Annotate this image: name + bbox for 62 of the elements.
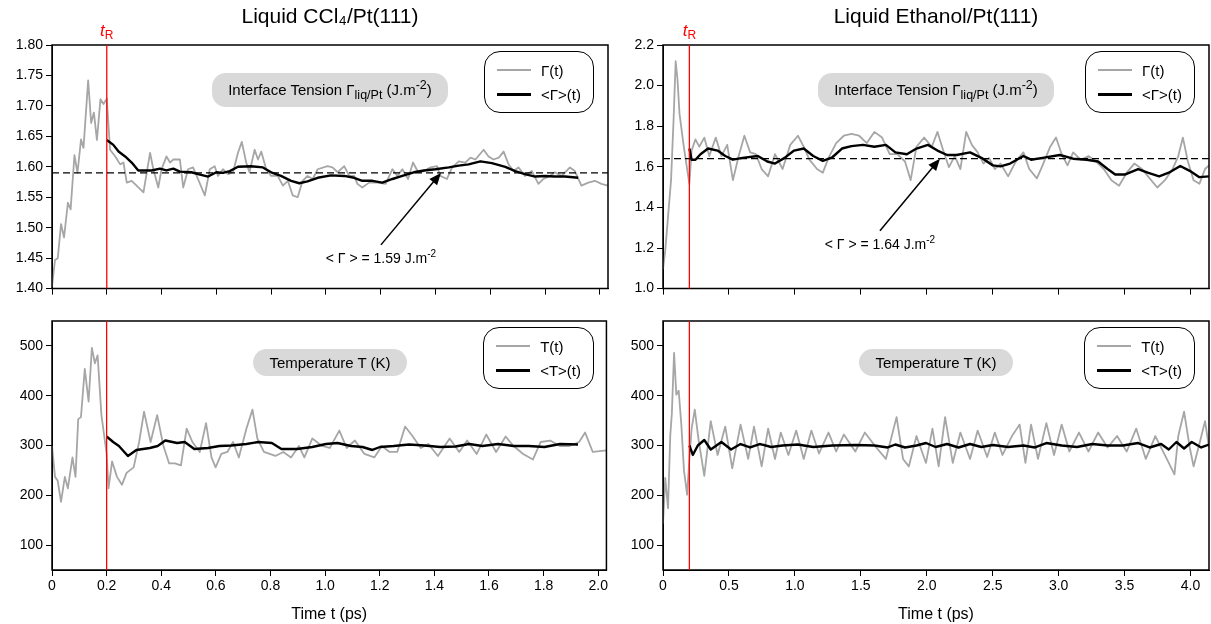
x-tick-label: 2.5 [982, 577, 1003, 594]
y-tick-label: 1.4 [634, 198, 655, 215]
x-tick-label: 2.0 [917, 577, 937, 594]
y-tick-label: 1.60 [15, 157, 44, 174]
y-tick-label: 100 [19, 535, 44, 552]
y-tick-label: 2.0 [634, 76, 655, 93]
y-tick-label: 1.65 [15, 127, 44, 144]
x-tick-label: 3.5 [1114, 577, 1135, 594]
x-tick-label: 2.0 [588, 577, 609, 594]
x-tick-label: 1.2 [370, 577, 390, 594]
y-tick-label: 300 [19, 436, 44, 453]
x-tick-label: 1.5 [851, 577, 871, 594]
y-axis-title: Temperature T (K) [253, 349, 407, 376]
y-axis-title: Temperature T (K) [859, 349, 1013, 376]
x-tick-label: 0.6 [206, 577, 226, 594]
x-tick-label: 0.8 [260, 577, 281, 594]
legend-label: <Γ>(t) [1142, 85, 1182, 103]
x-tick-label: 1.6 [479, 577, 499, 594]
legend-label: T(t) [540, 337, 564, 355]
x-tick-label: 0.4 [151, 577, 172, 594]
x-tick-label: 0 [48, 577, 57, 594]
y-tick-label: 1.0 [634, 279, 655, 296]
x-axis-title: Time t (ps) [898, 604, 974, 622]
x-tick-label: 0.5 [719, 577, 739, 594]
y-tick-label: 1.70 [15, 96, 44, 113]
y-tick-label: 400 [630, 386, 655, 403]
x-tick-label: 4.0 [1180, 577, 1201, 594]
x-tick-label: 1.0 [315, 577, 336, 594]
legend-label: Γ(t) [541, 61, 564, 79]
legend-label: <Γ>(t) [541, 85, 581, 103]
y-tick-label: 300 [630, 436, 655, 453]
y-tick-label: 1.40 [15, 279, 44, 296]
y-tick-label: 1.50 [15, 218, 44, 235]
x-tick-label: 1.0 [785, 577, 805, 594]
legend-label: <T>(t) [540, 361, 581, 379]
y-axis-title: Interface Tension Γ$_{liq/Pt}$ (J.m$^{-2}$) [212, 73, 448, 107]
y-tick-label: 1.2 [634, 238, 655, 255]
x-tick-label: 0 [659, 577, 668, 594]
y-tick-label: 500 [630, 336, 655, 353]
y-tick-label: 1.45 [15, 249, 44, 266]
y-tick-label: 500 [19, 336, 44, 353]
x-tick-label: 3.0 [1048, 577, 1069, 594]
x-tick-label: 0.2 [96, 577, 117, 594]
y-tick-label: 200 [19, 486, 44, 503]
y-tick-label: 2.2 [634, 35, 655, 52]
y-axis-title: Interface Tension Γ$_{liq/Pt}$ (J.m$^{-2}$) [818, 73, 1054, 107]
y-tick-label: 1.6 [634, 157, 655, 174]
legend-label: Γ(t) [1142, 61, 1165, 79]
legend-label: <T>(t) [1141, 361, 1182, 379]
y-tick-label: 400 [19, 386, 44, 403]
y-tick-label: 1.75 [15, 66, 44, 83]
x-tick-label: 1.4 [424, 577, 445, 594]
x-tick-label: 1.8 [533, 577, 554, 594]
y-tick-label: 1.8 [634, 117, 655, 134]
y-tick-label: 1.55 [15, 188, 44, 205]
chart-title: Liquid CCl₄/Pt(111) [241, 4, 419, 27]
y-tick-label: 1.80 [15, 35, 44, 52]
y-tick-label: 100 [630, 535, 655, 552]
legend-label: T(t) [1141, 337, 1165, 355]
x-axis-title: Time t (ps) [291, 604, 368, 622]
y-tick-label: 200 [630, 486, 655, 503]
chart-title: Liquid Ethanol/Pt(111) [833, 4, 1039, 27]
